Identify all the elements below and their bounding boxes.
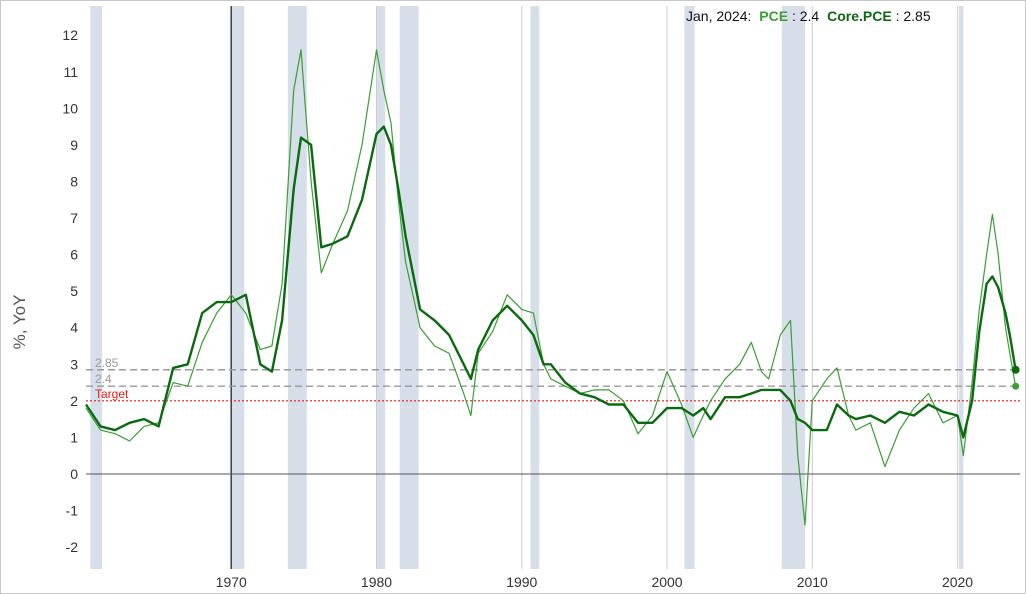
x-tick-label: 2010	[797, 574, 828, 590]
recession-band-4	[399, 6, 419, 569]
pce-line	[85, 49, 1017, 526]
y-tick-label: 10	[62, 100, 78, 116]
y-tick-label: 8	[70, 173, 78, 189]
recession-band-1	[229, 6, 245, 569]
y-tick-label: 7	[70, 210, 78, 226]
tooltip-pce-label: PCE	[759, 8, 788, 24]
x-tick-label: 1970	[216, 574, 247, 590]
recession-band-3	[376, 6, 386, 569]
recession-band-5	[530, 6, 540, 569]
x-tick-label: 2020	[942, 574, 973, 590]
y-tick-label: 9	[70, 137, 78, 153]
x-tick-label: 2000	[651, 574, 682, 590]
decade-markers	[230, 6, 959, 569]
y-tick-label: 12	[62, 27, 78, 43]
series-lines	[84, 49, 1020, 526]
y-tick-label: 4	[70, 320, 78, 336]
y-tick-label: 1	[70, 429, 78, 445]
y-tick-label: 0	[70, 466, 78, 482]
x-tick-label: 1990	[506, 574, 537, 590]
core-pce-line	[84, 125, 1017, 439]
x-tick-label: 1980	[361, 574, 392, 590]
y-axis-label: %, YoY	[10, 295, 29, 350]
tooltip-core-value: : 2.85	[896, 8, 931, 24]
recession-band-0	[90, 6, 102, 569]
tooltip-pce-value: : 2.4	[792, 8, 819, 24]
core-pce-endpoint-dot	[1011, 365, 1020, 374]
x-axis-ticks: 1970 1980 1990 2000 2010 2020	[216, 574, 974, 590]
tooltip-date: Jan, 2024:	[686, 8, 751, 24]
tooltip-core-label: Core.PCE	[827, 8, 892, 24]
pce-endpoint-dot	[1012, 382, 1020, 390]
y-tick-label: 5	[70, 283, 78, 299]
y-tick-label: 3	[70, 356, 78, 372]
ref-label-0: 2.85	[95, 356, 119, 370]
y-tick-label: 6	[70, 247, 78, 263]
recession-band-2	[287, 6, 307, 569]
y-tick-label: 11	[63, 64, 78, 80]
recession-band-7	[781, 6, 806, 569]
ref-label-2: Target	[95, 387, 129, 401]
tooltip-header: Jan, 2024: PCE : 2.4 Core.PCE : 2.85	[686, 8, 931, 24]
y-tick-label: -2	[66, 539, 79, 555]
recession-bands	[90, 6, 964, 569]
recession-band-8	[958, 6, 964, 569]
y-tick-label: -1	[66, 503, 79, 519]
recession-band-6	[684, 6, 695, 569]
y-tick-label: 2	[70, 393, 78, 409]
ref-label-1: 2.4	[95, 372, 112, 386]
